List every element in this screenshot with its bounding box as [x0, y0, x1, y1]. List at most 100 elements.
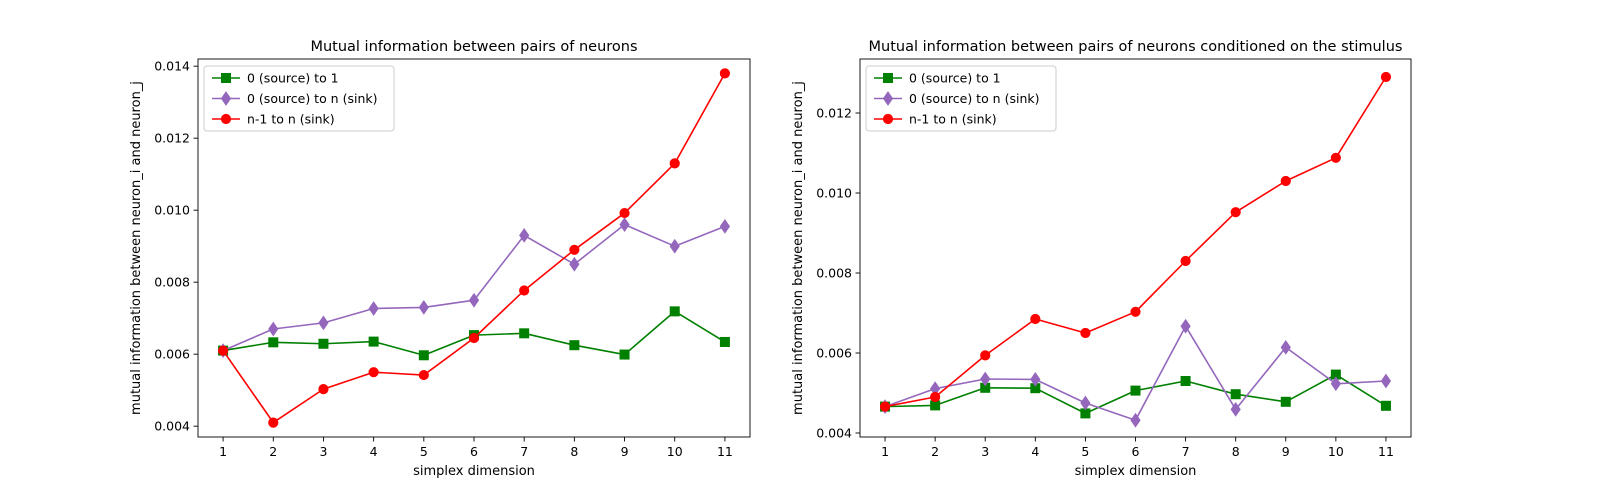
data-point — [1180, 376, 1191, 386]
data-point — [1380, 400, 1391, 411]
x-tick-label: 3 — [981, 444, 989, 459]
y-tick-label: 0.010 — [154, 203, 190, 218]
x-tick-label: 11 — [717, 444, 733, 459]
y-tick-label: 0.006 — [154, 347, 190, 362]
data-point — [719, 219, 731, 234]
data-point — [1130, 306, 1141, 317]
x-tick-label: 1 — [881, 444, 889, 459]
x-tick-label: 3 — [319, 444, 327, 459]
legend-label: 0 (source) to n (sink) — [909, 91, 1039, 106]
plot-frame — [197, 58, 751, 438]
chart-left: Mutual information between pairs of neur… — [129, 39, 751, 479]
data-point — [1380, 71, 1392, 83]
data-point — [1080, 395, 1091, 411]
x-tick-label: 10 — [667, 444, 683, 459]
x-axis-label: simplex dimension — [1075, 464, 1197, 479]
data-point — [1280, 175, 1291, 187]
y-tick-label: 0.006 — [816, 346, 852, 361]
legend-label: n-1 to n (sink) — [909, 112, 997, 127]
data-point — [1030, 372, 1041, 387]
data-point — [368, 336, 379, 347]
y-tick-label: 0.004 — [816, 426, 852, 441]
legend-item: 0 (source) to 1 — [874, 71, 1001, 86]
data-point — [669, 306, 680, 317]
y-tick-label: 0.008 — [154, 275, 190, 290]
data-point — [268, 321, 279, 337]
data-point — [719, 336, 730, 347]
data-point — [1380, 373, 1392, 389]
legend-marker — [883, 73, 893, 83]
x-tick-label: 1 — [219, 444, 227, 459]
data-point — [719, 68, 731, 79]
plot-frame — [859, 58, 1412, 438]
data-point — [1230, 207, 1241, 218]
data-point — [879, 401, 891, 412]
data-point — [569, 244, 580, 255]
legend-label: 0 (source) to n (sink) — [247, 91, 377, 106]
y-tick-label: 0.014 — [154, 59, 190, 74]
data-point — [268, 337, 279, 348]
data-point — [368, 367, 379, 378]
data-point — [1230, 389, 1241, 400]
data-point — [569, 256, 580, 272]
x-tick-label: 5 — [1081, 444, 1089, 459]
data-point — [930, 391, 941, 403]
y-tick-label: 0.012 — [154, 131, 190, 146]
data-point — [468, 292, 480, 308]
data-point — [619, 349, 630, 360]
data-point — [619, 217, 630, 232]
data-point — [669, 238, 680, 254]
data-point — [318, 338, 329, 349]
y-tick-label: 0.012 — [816, 106, 852, 121]
legend-label: n-1 to n (sink) — [247, 112, 335, 127]
legend-label: 0 (source) to 1 — [909, 71, 1001, 86]
data-point — [1030, 313, 1041, 325]
chart-title: Mutual information between pairs of neur… — [869, 39, 1403, 55]
x-tick-label: 4 — [370, 444, 378, 459]
data-point — [268, 417, 279, 428]
data-point — [669, 158, 680, 169]
legend-item: 0 (source) to n (sink) — [212, 91, 377, 106]
x-tick-label: 6 — [470, 444, 478, 459]
data-point — [368, 301, 379, 316]
x-tick-label: 7 — [1182, 444, 1190, 459]
data-point — [1330, 376, 1341, 392]
data-point — [980, 371, 991, 387]
data-point — [1280, 340, 1291, 355]
data-point — [1130, 412, 1141, 428]
legend-marker — [220, 91, 232, 106]
x-tick-label: 5 — [420, 444, 428, 459]
series-2 — [879, 318, 1392, 428]
data-point — [980, 350, 991, 361]
data-point — [1080, 327, 1091, 339]
series-3 — [879, 71, 1392, 412]
legend-item: 0 (source) to 1 — [212, 71, 339, 86]
data-point — [1180, 255, 1191, 267]
data-point — [418, 369, 429, 381]
legend-marker — [882, 113, 894, 125]
x-tick-label: 9 — [1282, 444, 1290, 459]
legend-marker — [882, 91, 894, 106]
data-point — [569, 340, 580, 351]
x-tick-label: 7 — [520, 444, 528, 459]
data-point — [418, 300, 429, 315]
legend-box — [203, 65, 395, 132]
x-tick-label: 6 — [1132, 444, 1140, 459]
legend-box — [865, 65, 1057, 132]
chart-right: Mutual information between pairs of neur… — [791, 39, 1412, 479]
x-tick-label: 9 — [621, 444, 629, 459]
x-axis-label: simplex dimension — [413, 464, 535, 479]
x-tick-label: 4 — [1031, 444, 1039, 459]
legend: 0 (source) to 1 0 (source) to n (sink) n-1… — [865, 65, 1057, 132]
chart-title: Mutual information between pairs of neur… — [310, 39, 637, 55]
legend-item: n-1 to n (sink) — [874, 112, 997, 127]
x-tick-label: 2 — [931, 444, 939, 459]
y-tick-label: 0.008 — [816, 266, 852, 281]
data-point — [519, 285, 530, 296]
data-point — [1280, 396, 1291, 407]
legend-marker — [220, 113, 232, 125]
y-tick-label: 0.010 — [816, 186, 852, 201]
series-3 — [217, 68, 731, 428]
legend-item: 0 (source) to n (sink) — [874, 91, 1039, 106]
data-point — [217, 345, 229, 356]
